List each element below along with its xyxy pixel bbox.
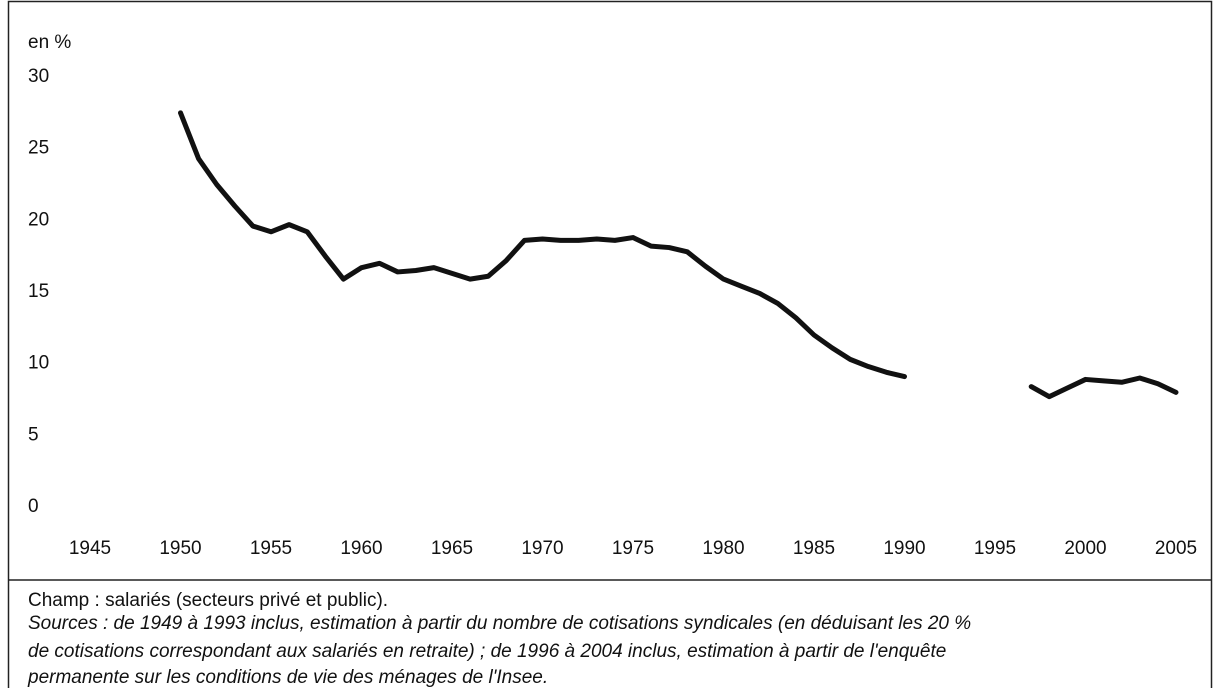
x-tick-label: 1955	[250, 538, 292, 559]
x-tick-label: 1980	[702, 538, 744, 559]
y-tick-label: 5	[28, 424, 39, 445]
note: Champ : salariés (secteurs privé et publ…	[28, 590, 388, 611]
x-tick-label: 1960	[340, 538, 382, 559]
x-tick-label: 1950	[159, 538, 201, 559]
source: de cotisations correspondant aux salarié…	[28, 641, 946, 662]
y-tick-label: 0	[28, 496, 39, 517]
x-tick-label: 1945	[69, 538, 111, 559]
y-tick-label: 10	[28, 353, 49, 374]
source: permanente sur les conditions de vie des…	[27, 667, 548, 688]
frame	[7, 0, 1213, 688]
line	[178, 110, 1179, 400]
x-tick-label: 2000	[1064, 538, 1106, 559]
x-tick-label: 2005	[1155, 538, 1197, 559]
x-tick-label: 1965	[431, 538, 473, 559]
y-tick-label: 20	[28, 209, 49, 230]
x-tick-label: 1995	[974, 538, 1016, 559]
source: Sources : de 1949 à 1993 inclus, estimat…	[28, 613, 971, 634]
x-tick-label: 1970	[521, 538, 563, 559]
y-tick-label: 15	[28, 281, 49, 302]
y-tick-label: 25	[28, 138, 49, 159]
x-tick-label: 1985	[793, 538, 835, 559]
y-axis-label: en %	[28, 32, 71, 53]
x-tick-label: 1990	[883, 538, 925, 559]
y-tick-label: 30	[28, 66, 49, 87]
x-tick-label: 1975	[612, 538, 654, 559]
